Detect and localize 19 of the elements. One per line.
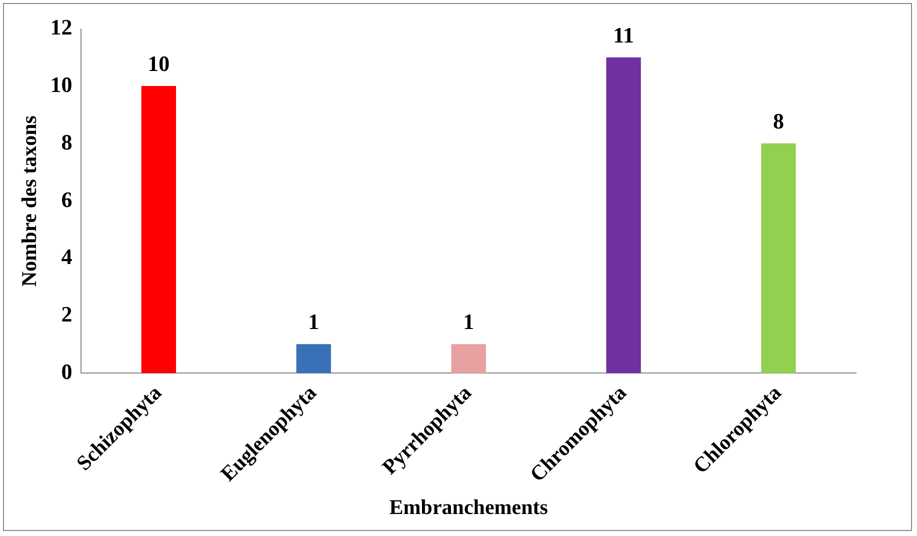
y-tick-label: 12 <box>50 14 72 40</box>
data-label: 11 <box>613 22 634 48</box>
bar <box>141 86 176 374</box>
y-tick-label: 8 <box>61 129 72 154</box>
data-label: 8 <box>773 108 784 134</box>
data-label: 10 <box>148 51 170 76</box>
y-tick-label: 6 <box>61 186 72 212</box>
data-label: 1 <box>463 309 474 334</box>
bar <box>606 57 641 374</box>
y-tick-label: 10 <box>50 72 72 98</box>
data-label: 1 <box>308 309 320 334</box>
x-axis-title: Embranchements <box>389 494 548 519</box>
bar <box>451 344 486 374</box>
y-tick-label: 2 <box>61 301 72 326</box>
bar <box>296 344 331 374</box>
y-axis-title: Nombre des taxons <box>17 116 42 287</box>
y-tick-label: 4 <box>61 244 72 270</box>
bar <box>761 143 796 374</box>
y-tick-label: 0 <box>61 358 72 384</box>
